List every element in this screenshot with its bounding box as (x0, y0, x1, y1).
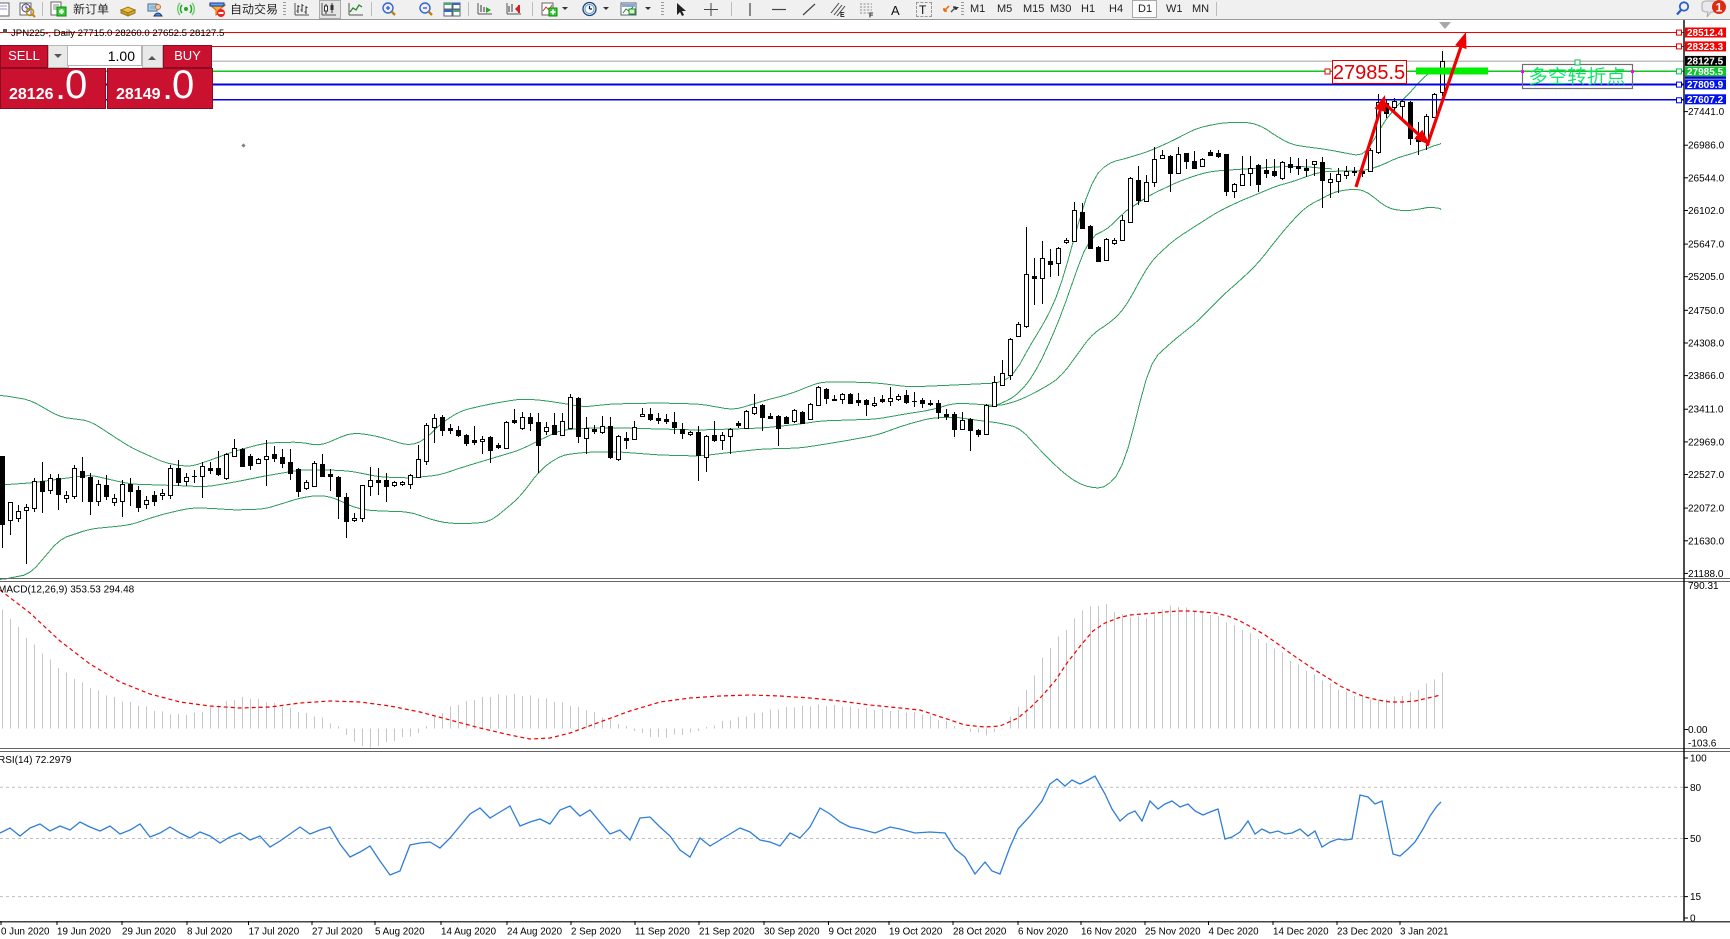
svg-text:0: 0 (1690, 914, 1696, 925)
svg-text:21630.0: 21630.0 (1688, 536, 1725, 547)
svg-text:21 Sep 2020: 21 Sep 2020 (699, 927, 755, 938)
svg-text:27809.9: 27809.9 (1687, 80, 1724, 91)
svg-text:11 Sep 2020: 11 Sep 2020 (635, 927, 690, 938)
svg-text:19 Oct 2020: 19 Oct 2020 (889, 927, 943, 938)
svg-text:25205.0: 25205.0 (1688, 272, 1725, 283)
svg-text:50: 50 (1690, 834, 1702, 845)
svg-text:28 Oct 2020: 28 Oct 2020 (953, 927, 1007, 938)
svg-text:28127.5: 28127.5 (1687, 57, 1724, 68)
svg-text:0.00: 0.00 (1688, 725, 1708, 736)
svg-text:24 Aug 2020: 24 Aug 2020 (507, 927, 563, 938)
svg-text:80: 80 (1690, 783, 1702, 794)
svg-text:27985.5: 27985.5 (1687, 67, 1724, 78)
svg-text:28323.3: 28323.3 (1687, 42, 1724, 53)
svg-text:-103.6: -103.6 (1688, 739, 1717, 750)
svg-text:24750.0: 24750.0 (1688, 306, 1725, 317)
svg-text:3 Jan 2021: 3 Jan 2021 (1400, 927, 1448, 938)
svg-text:17 Jul 2020: 17 Jul 2020 (249, 927, 300, 938)
svg-text:0 Jun 2020: 0 Jun 2020 (1, 927, 50, 938)
svg-text:2 Sep 2020: 2 Sep 2020 (571, 927, 622, 938)
svg-text:27985.5: 27985.5 (1333, 62, 1405, 84)
svg-text:15: 15 (1690, 892, 1702, 903)
svg-text:22072.0: 22072.0 (1688, 504, 1725, 515)
svg-text:100: 100 (1690, 754, 1707, 765)
svg-text:24308.0: 24308.0 (1688, 339, 1725, 350)
svg-text:27607.2: 27607.2 (1687, 95, 1724, 106)
svg-text:9 Oct 2020: 9 Oct 2020 (829, 927, 877, 938)
svg-text:790.31: 790.31 (1688, 581, 1719, 592)
svg-text:1: 1 (1716, 1, 1723, 15)
svg-text:16 Nov 2020: 16 Nov 2020 (1081, 927, 1137, 938)
svg-text:8 Jul 2020: 8 Jul 2020 (187, 927, 233, 938)
svg-text:MACD(12,26,9) 353.53 294.48: MACD(12,26,9) 353.53 294.48 (0, 585, 135, 596)
svg-text:5 Aug 2020: 5 Aug 2020 (375, 927, 425, 938)
svg-text:4 Dec 2020: 4 Dec 2020 (1209, 927, 1260, 938)
svg-text:19 Jun 2020: 19 Jun 2020 (57, 927, 111, 938)
svg-text:25 Nov 2020: 25 Nov 2020 (1145, 927, 1201, 938)
svg-text:23 Dec 2020: 23 Dec 2020 (1337, 927, 1393, 938)
svg-text:25647.0: 25647.0 (1688, 240, 1725, 251)
svg-text:E: E (840, 12, 845, 18)
svg-text:22527.0: 22527.0 (1688, 470, 1725, 481)
svg-text:28512.4: 28512.4 (1687, 28, 1724, 39)
svg-text:23411.0: 23411.0 (1688, 405, 1724, 416)
svg-text:RSI(14) 72.2979: RSI(14) 72.2979 (0, 755, 72, 766)
svg-text:26544.0: 26544.0 (1688, 173, 1725, 184)
svg-text:JPN225-, Daily 27715.0 28260.: JPN225-, Daily 27715.0 28260.0 27652.5 2… (11, 28, 224, 39)
svg-text:29 Jun 2020: 29 Jun 2020 (122, 927, 176, 938)
svg-text:14 Dec 2020: 14 Dec 2020 (1273, 927, 1329, 938)
svg-text:30 Sep 2020: 30 Sep 2020 (764, 927, 820, 938)
svg-text:23866.0: 23866.0 (1688, 371, 1725, 382)
svg-text:22969.0: 22969.0 (1688, 437, 1725, 448)
svg-text:27 Jul 2020: 27 Jul 2020 (312, 927, 363, 938)
svg-text:14 Aug 2020: 14 Aug 2020 (441, 927, 497, 938)
svg-text:26102.0: 26102.0 (1688, 206, 1725, 217)
svg-text:6 Nov 2020: 6 Nov 2020 (1018, 927, 1069, 938)
svg-text:27441.0: 27441.0 (1688, 107, 1725, 118)
svg-text:21188.0: 21188.0 (1688, 569, 1724, 580)
svg-text:F: F (869, 13, 874, 19)
svg-text:26986.0: 26986.0 (1688, 141, 1725, 152)
